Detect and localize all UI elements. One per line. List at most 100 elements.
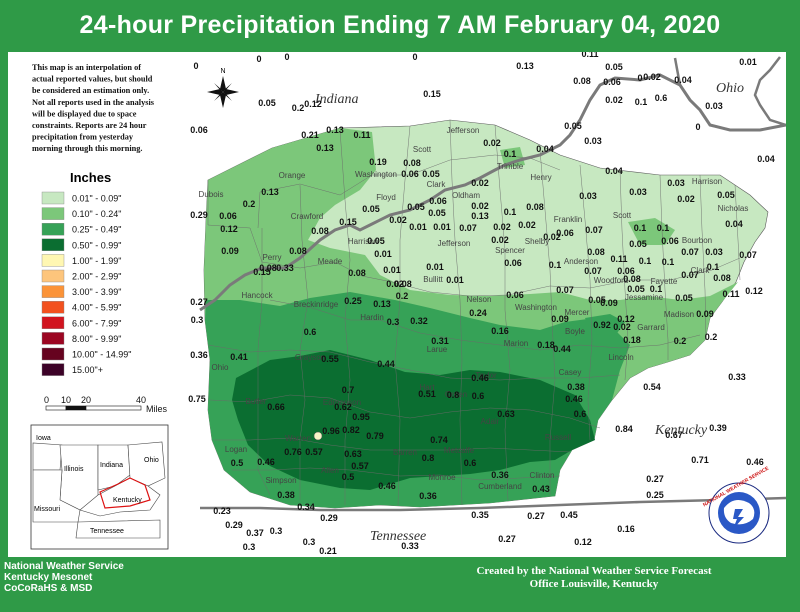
precip-value: 0.6 <box>464 458 477 468</box>
precip-value: 0.05 <box>407 202 425 212</box>
precip-value: 0.05 <box>605 62 623 72</box>
precip-value: 0.33 <box>401 541 419 551</box>
precip-value: 0.5 <box>342 472 355 482</box>
county-label: Anderson <box>564 257 598 266</box>
disclaimer-line: precipitation from yesterday <box>32 133 134 142</box>
precip-value: 0.01 <box>433 222 451 232</box>
precip-value: 0.06 <box>190 125 208 135</box>
precip-value: 0.43 <box>532 484 550 494</box>
county-label: Fayette <box>651 277 678 286</box>
county-label: Henry <box>530 173 551 182</box>
precip-value: 0.01 <box>426 262 444 272</box>
legend-swatch <box>41 207 65 220</box>
scale-tick-40: 40 <box>136 395 146 405</box>
county-label: Shelby <box>525 237 549 246</box>
precip-value: 0.45 <box>560 510 578 520</box>
precip-value: 0.04 <box>725 219 743 229</box>
precip-value: 0.08 <box>713 273 731 283</box>
county-label: Clark <box>427 180 447 189</box>
precip-value: 0.21 <box>301 130 319 140</box>
credit-mesonet: Kentucky Mesonet <box>4 572 93 583</box>
legend-label: 0.01" - 0.09" <box>72 194 121 204</box>
precip-value: 0.15 <box>253 267 271 277</box>
legend: 0.01" - 0.09" 0.10" - 0.24" 0.25" - 0.49" 0… <box>41 191 131 376</box>
legend-swatch <box>41 301 65 314</box>
precip-value: 0.02 <box>643 72 661 82</box>
precip-value: 0.09 <box>221 246 239 256</box>
precip-value: 0.06 <box>506 290 524 300</box>
precip-value: 0.05 <box>362 204 380 214</box>
county-label: Jessamine <box>625 293 664 302</box>
precip-value: 0.08 <box>348 268 366 278</box>
north-arrow-icon: N <box>207 68 239 108</box>
map-title: 24-hour Precipitation Ending 7 AM Februa… <box>79 11 721 39</box>
scale-unit: Miles <box>146 404 168 414</box>
county-label: Breckinridge <box>294 300 339 309</box>
state-line-tennessee <box>200 496 787 512</box>
inset-illinois: Illinois <box>64 466 84 473</box>
precip-value: 0.29 <box>320 513 338 523</box>
precip-value: 0.05 <box>629 239 647 249</box>
precip-value: 0.71 <box>691 455 709 465</box>
legend-label: 8.00" - 9.99" <box>72 334 121 344</box>
precip-value: 0.07 <box>556 285 574 295</box>
precip-value: 0.01 <box>409 222 427 232</box>
precip-value: 0.02 <box>677 194 695 204</box>
county-label: Clark <box>691 266 711 275</box>
county-label: Madison <box>664 310 694 319</box>
precip-value: 0.08 <box>587 247 605 257</box>
precip-value: 0.1 <box>639 256 652 266</box>
disclaimer-line: morning through this morning. <box>32 144 143 153</box>
precip-value: 0.05 <box>258 98 276 108</box>
precip-value: 0.36 <box>419 491 437 501</box>
precip-value: 0.08 <box>289 246 307 256</box>
precip-value: 0.29 <box>190 210 208 220</box>
legend-label: 3.00" - 3.99" <box>72 287 121 297</box>
county-label: Allen <box>321 466 339 475</box>
precip-value: 0.1 <box>650 284 663 294</box>
precip-value: 0.13 <box>516 61 534 71</box>
legend-swatch <box>41 316 65 329</box>
precip-value: 0.8 <box>447 390 460 400</box>
precip-value: 0.11 <box>581 52 598 59</box>
precip-value: 0.13 <box>471 211 489 221</box>
precip-value: 0.84 <box>615 424 633 434</box>
precip-value: 0.33 <box>728 372 746 382</box>
precip-value: 0.01 <box>383 265 401 275</box>
north-label: N <box>220 68 225 75</box>
county-label: Orange <box>279 171 306 180</box>
precip-value: 0.15 <box>423 89 441 99</box>
precip-value: 0.27 <box>527 511 545 521</box>
county-label: Taylor <box>475 371 497 380</box>
legend-swatch <box>41 347 65 361</box>
precip-value: 0.07 <box>585 225 603 235</box>
precip-value: 0.13 <box>373 299 391 309</box>
precip-value: 0.34 <box>297 502 315 512</box>
precip-value: 0.96 <box>322 426 340 436</box>
precip-value: 0.07 <box>459 223 477 233</box>
county-label: Oldham <box>452 191 480 200</box>
precip-value: 0.62 <box>334 402 352 412</box>
precip-value: 0.76 <box>284 447 302 457</box>
county-label: Franklin <box>554 215 582 224</box>
precip-value: 0 <box>637 73 642 83</box>
credits-left: National Weather Service Kentucky Mesone… <box>4 561 124 594</box>
precip-value: 0.07 <box>584 266 602 276</box>
precip-value: 0.57 <box>351 461 369 471</box>
precip-value: 0.24 <box>469 308 487 318</box>
legend-swatch <box>41 269 65 283</box>
precip-value: 0 <box>412 52 417 62</box>
precip-value: 0.03 <box>705 101 723 111</box>
precip-value: 0.11 <box>722 289 739 299</box>
precip-value: 0.05 <box>428 208 446 218</box>
county-label: Trimble <box>497 162 524 171</box>
precip-value: 0.12 <box>574 537 592 547</box>
precip-value: 0.6 <box>304 327 317 337</box>
precip-value: 0.7 <box>342 385 355 395</box>
precip-value: 0 <box>284 52 289 62</box>
legend-label: 15.00"+ <box>72 365 103 375</box>
precip-value: 0.02 <box>483 138 501 148</box>
region-patch-trimble <box>500 147 525 168</box>
precip-value: 0.08 <box>311 226 329 236</box>
county-label: Logan <box>225 445 247 454</box>
